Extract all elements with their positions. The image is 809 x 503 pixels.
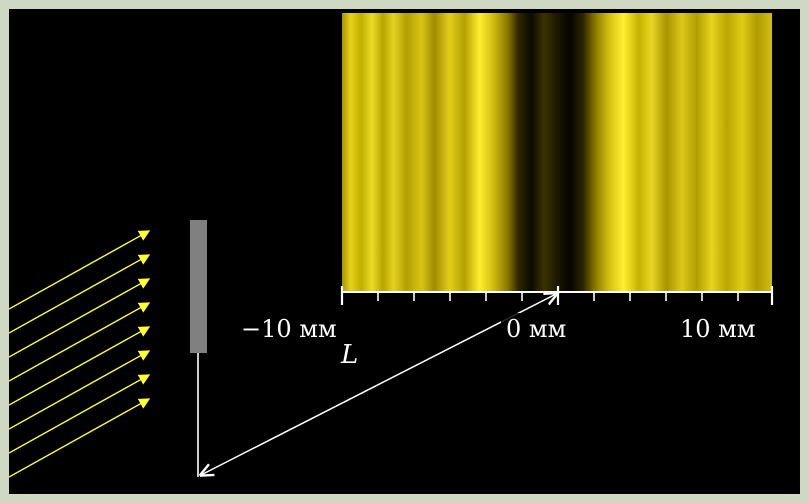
tick-label-left: −10 мм — [241, 315, 337, 343]
light-ray — [9, 230, 151, 310]
distance-arrow — [201, 293, 558, 475]
tick-label-center-bg — [501, 313, 616, 341]
light-ray — [9, 374, 151, 454]
distance-label: L — [340, 340, 358, 370]
tick-label-right: 10 мм — [680, 315, 756, 343]
light-ray — [9, 254, 151, 334]
light-ray — [9, 350, 151, 430]
tick-label-center: 0 мм — [506, 315, 566, 343]
light-ray — [9, 398, 151, 478]
diagram-frame: −10 мм 0 мм 10 мм L — [9, 9, 800, 494]
light-ray — [9, 302, 151, 382]
light-ray — [9, 326, 151, 406]
light-ray — [9, 278, 151, 358]
diffraction-pattern — [342, 13, 772, 291]
diffraction-diagram: −10 мм 0 мм 10 мм L — [9, 13, 774, 478]
incident-light-rays — [9, 230, 151, 478]
slit-barrier — [190, 220, 207, 353]
